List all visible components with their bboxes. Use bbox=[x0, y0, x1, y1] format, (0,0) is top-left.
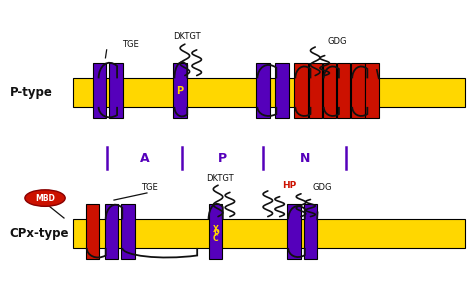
Bar bbox=[173, 63, 187, 118]
Text: MBD: MBD bbox=[35, 194, 55, 203]
Text: GDG: GDG bbox=[327, 36, 346, 46]
Text: P: P bbox=[213, 229, 219, 238]
Text: X: X bbox=[213, 225, 219, 234]
Bar bbox=[323, 63, 336, 118]
Bar bbox=[93, 63, 106, 118]
Text: HP: HP bbox=[282, 180, 296, 190]
Bar bbox=[105, 204, 118, 259]
Bar bbox=[351, 63, 365, 118]
Bar bbox=[109, 63, 123, 118]
Bar bbox=[365, 63, 379, 118]
Bar bbox=[337, 63, 350, 118]
Text: P: P bbox=[176, 86, 184, 96]
Bar bbox=[294, 63, 308, 118]
Bar bbox=[256, 63, 270, 118]
Bar bbox=[86, 204, 99, 259]
Bar bbox=[287, 204, 301, 259]
Text: P-type: P-type bbox=[9, 86, 52, 99]
Bar bbox=[309, 63, 322, 118]
Bar bbox=[73, 78, 465, 107]
Text: TGE: TGE bbox=[122, 40, 139, 49]
Text: TGE: TGE bbox=[141, 183, 158, 192]
Bar bbox=[209, 204, 222, 259]
Text: A: A bbox=[140, 152, 149, 165]
Bar bbox=[73, 219, 465, 248]
Ellipse shape bbox=[25, 190, 65, 206]
Bar bbox=[304, 204, 317, 259]
Text: DKTGT: DKTGT bbox=[207, 174, 234, 183]
Text: DKTGT: DKTGT bbox=[173, 32, 201, 41]
Text: GDG: GDG bbox=[313, 183, 332, 192]
Bar bbox=[275, 63, 289, 118]
Text: N: N bbox=[300, 152, 310, 165]
Text: C: C bbox=[213, 234, 219, 243]
Text: P: P bbox=[218, 152, 228, 165]
Bar bbox=[121, 204, 135, 259]
Text: CPx-type: CPx-type bbox=[9, 227, 69, 240]
